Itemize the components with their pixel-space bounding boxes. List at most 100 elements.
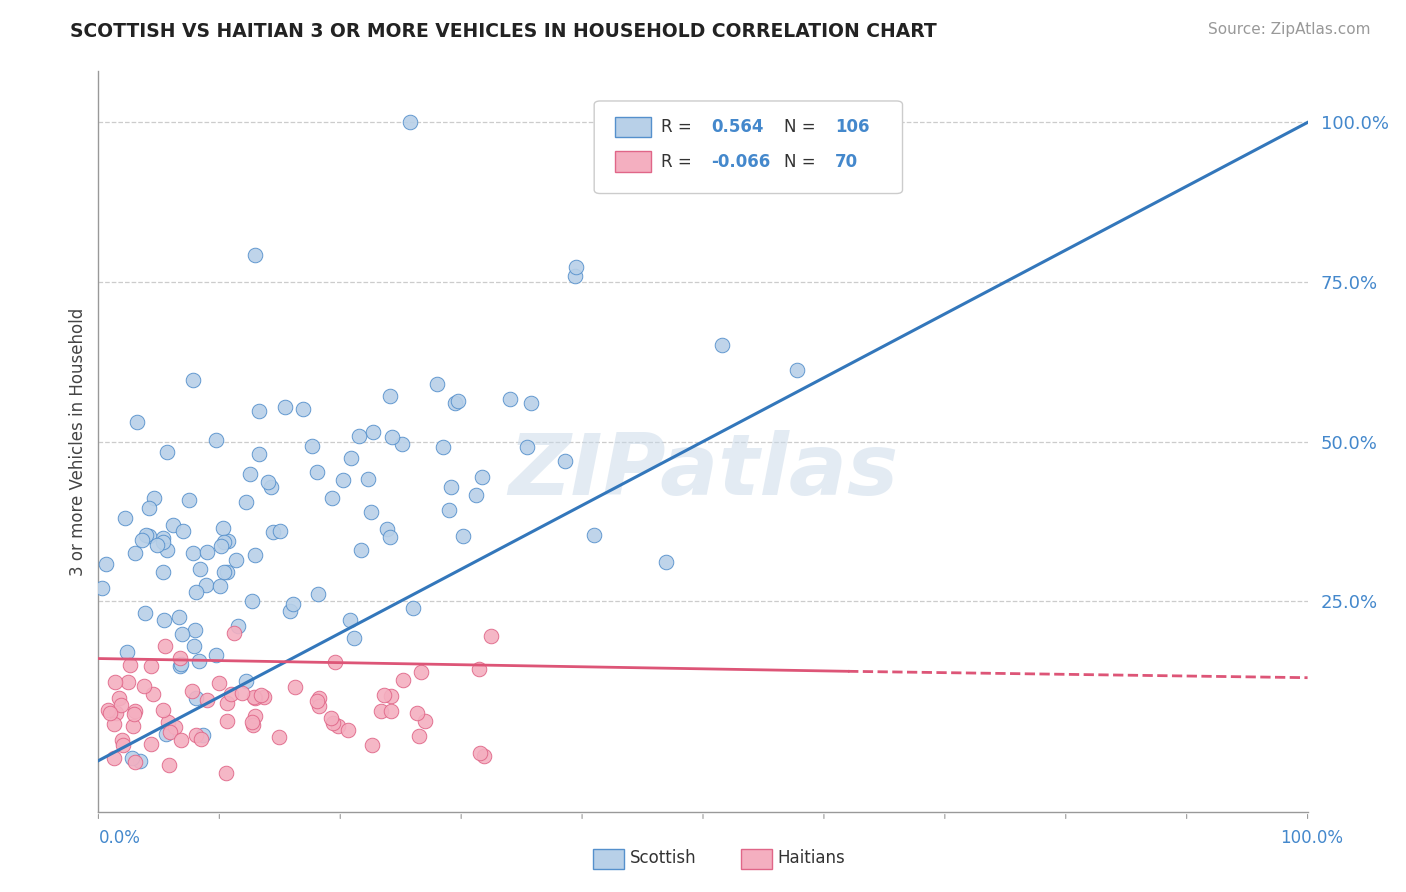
Point [301,439,323,453]
Point [111,732,134,747]
Point [468,662,491,676]
Point [516,440,538,454]
Point [153,640,176,654]
Point [152,565,174,579]
Point [381,430,404,444]
Point [212,565,235,579]
Point [360,505,382,519]
Point [167,610,190,624]
Point [786,362,808,376]
Text: 106: 106 [835,118,869,136]
Point [159,758,181,772]
Point [267,730,290,744]
FancyBboxPatch shape [614,117,651,137]
Point [378,530,401,544]
Point [134,606,156,620]
Point [307,587,329,601]
Text: 70: 70 [835,153,858,170]
Point [471,470,494,484]
Y-axis label: 3 or more Vehicles in Household: 3 or more Vehicles in Household [69,308,87,575]
Point [162,517,184,532]
Point [209,579,232,593]
Point [212,521,235,535]
Point [91,581,114,595]
Point [184,690,207,705]
Point [187,654,209,668]
Point [336,723,359,737]
Point [655,555,678,569]
Text: 0.0%: 0.0% [98,830,141,847]
Point [172,627,194,641]
Point [217,566,239,580]
Point [243,690,266,705]
Point [190,562,212,576]
Point [465,488,488,502]
Text: 0.564: 0.564 [711,118,763,136]
Point [257,475,280,490]
Point [479,629,502,643]
Point [120,657,142,672]
Point [391,673,413,687]
Point [155,726,177,740]
Point [308,690,330,705]
Point [468,746,491,760]
Point [195,545,218,559]
Point [274,400,297,414]
Point [169,651,191,665]
Point [179,493,201,508]
Text: Source: ZipAtlas.com: Source: ZipAtlas.com [1208,22,1371,37]
Text: -0.066: -0.066 [711,153,770,170]
Point [157,715,180,730]
Point [242,594,264,608]
Point [124,755,146,769]
Point [225,553,247,567]
Point [245,548,267,562]
Point [326,719,349,733]
Point [340,450,363,465]
Point [191,727,214,741]
Point [181,684,204,698]
Point [96,557,118,571]
Point [247,447,270,461]
Point [437,503,460,517]
Point [350,543,373,558]
Point [184,585,207,599]
Point [231,686,253,700]
Point [247,404,270,418]
Point [235,674,257,689]
Text: SCOTTISH VS HAITIAN 3 OR MORE VEHICLES IN HOUSEHOLD CORRELATION CHART: SCOTTISH VS HAITIAN 3 OR MORE VEHICLES I… [70,22,936,41]
Point [583,528,606,542]
Point [215,766,238,780]
Point [370,704,392,718]
Point [115,645,138,659]
Point [172,524,194,538]
Point [339,613,361,627]
Point [103,717,125,731]
Point [259,480,281,494]
Point [321,711,343,725]
Point [361,738,384,752]
Point [152,613,174,627]
Point [163,720,186,734]
Point [183,639,205,653]
FancyBboxPatch shape [614,152,651,172]
Text: R =: R = [661,153,692,170]
Point [240,715,263,730]
Point [323,655,346,669]
Point [190,732,212,747]
Point [129,754,152,768]
Point [408,729,430,743]
Point [215,696,238,710]
Point [107,691,129,706]
Point [117,674,139,689]
Point [184,623,207,637]
Point [181,373,204,387]
Point [357,472,380,486]
Point [152,703,174,717]
Point [361,425,384,440]
FancyBboxPatch shape [741,849,772,869]
Point [142,491,165,505]
Point [253,690,276,705]
Point [409,665,432,679]
Point [112,738,135,752]
